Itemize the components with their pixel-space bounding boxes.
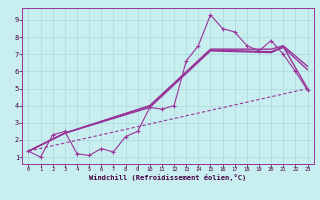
X-axis label: Windchill (Refroidissement éolien,°C): Windchill (Refroidissement éolien,°C) bbox=[89, 174, 247, 181]
